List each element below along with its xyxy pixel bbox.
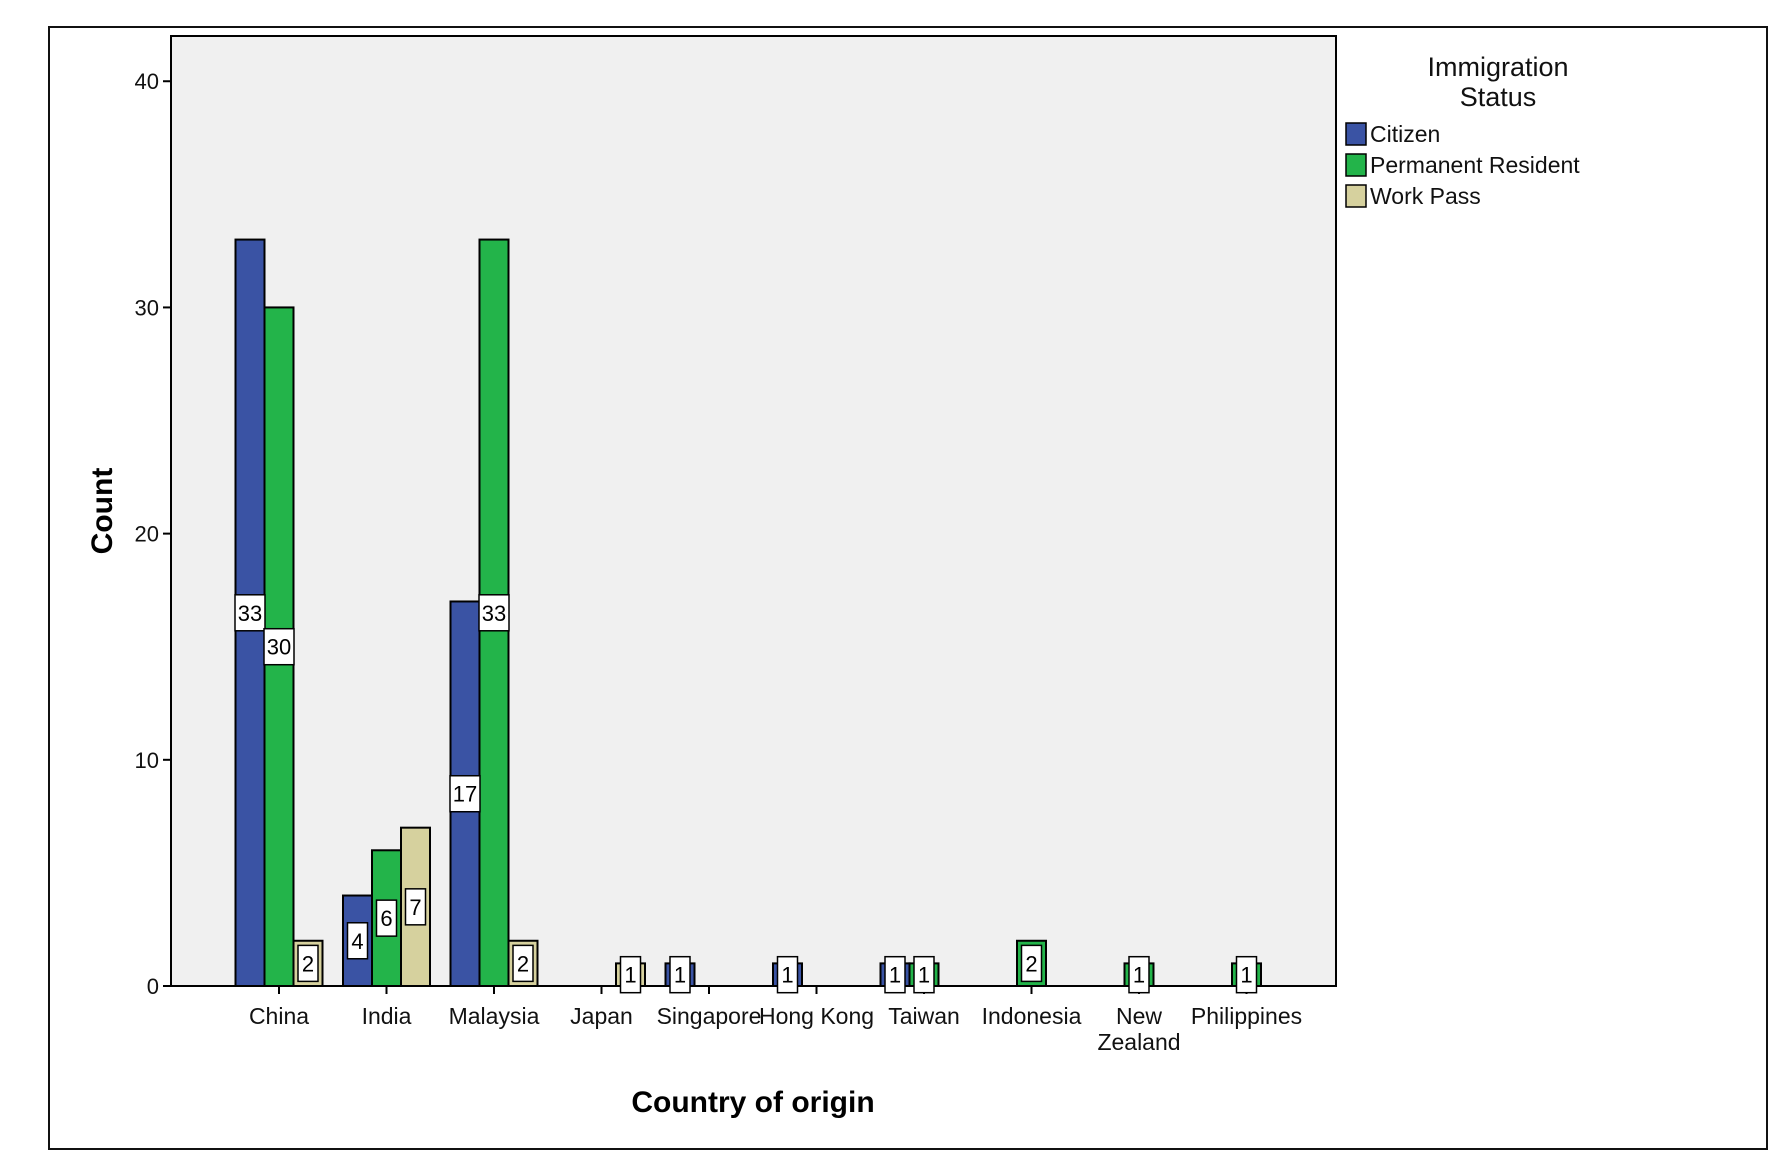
bar-label: 1 bbox=[781, 963, 793, 988]
x-tick-label: Indonesia bbox=[982, 1003, 1082, 1029]
bar-label-box bbox=[1020, 944, 1043, 983]
bar-label: 2 bbox=[1025, 951, 1037, 976]
bar-label-box bbox=[619, 955, 642, 994]
bar-label: 1 bbox=[1240, 963, 1252, 988]
plot-area bbox=[170, 35, 1337, 987]
chart-svg: 0 10 20 30 40 China India Malaysia Japan Singapo… bbox=[86, 35, 1580, 1119]
y-tick-label-0: 0 bbox=[147, 974, 159, 999]
chart-frame: 0 10 20 30 40 China India Malaysia Japan Singapo… bbox=[48, 26, 1768, 1150]
bar-label-box bbox=[234, 594, 266, 632]
bar-label-box bbox=[884, 955, 906, 994]
x-axis-title: Country of origin bbox=[631, 1086, 874, 1119]
x-tick-label: Malaysia bbox=[449, 1003, 540, 1029]
bar-label: 1 bbox=[624, 963, 636, 988]
legend-entry: Work Pass bbox=[1370, 183, 1481, 209]
bar-label-box bbox=[478, 594, 510, 632]
bar-label-box bbox=[375, 899, 398, 937]
bar-label: 1 bbox=[674, 963, 686, 988]
bar-label-box bbox=[449, 774, 481, 813]
bar-label: 33 bbox=[482, 601, 506, 626]
bar-label-box bbox=[1235, 955, 1258, 994]
legend-swatch bbox=[1345, 184, 1367, 208]
x-tick-label: Hong Kong bbox=[759, 1003, 874, 1029]
legend: Immigration Status Citizen Permanent Reside… bbox=[1345, 52, 1580, 209]
x-tick-label: Singapore bbox=[657, 1003, 762, 1029]
y-axis: 0 10 20 30 40 bbox=[135, 69, 171, 999]
bar-label-box bbox=[1128, 955, 1150, 994]
y-tick-label-30: 30 bbox=[135, 295, 159, 320]
bar-label: 6 bbox=[380, 906, 392, 931]
legend-entry: Citizen bbox=[1370, 121, 1440, 147]
bar-label-box bbox=[776, 955, 799, 994]
bar-label: 1 bbox=[1133, 963, 1145, 988]
bar-label: 2 bbox=[517, 951, 529, 976]
legend-swatch bbox=[1345, 122, 1367, 146]
y-tick-label-20: 20 bbox=[135, 522, 159, 547]
bar-label: 33 bbox=[238, 601, 262, 626]
legend-title: Immigration Status bbox=[1427, 52, 1568, 112]
y-axis-title: Count bbox=[86, 468, 119, 555]
bar-label: 2 bbox=[302, 951, 314, 976]
x-tick-label: India bbox=[362, 1003, 412, 1029]
y-tick-label-10: 10 bbox=[135, 748, 159, 773]
bar-label-box bbox=[297, 944, 319, 983]
bar-label-box bbox=[669, 955, 691, 994]
y-tick-label-40: 40 bbox=[135, 69, 159, 94]
x-tick-label: Philippines bbox=[1191, 1003, 1302, 1029]
x-tick-label: China bbox=[249, 1003, 309, 1029]
bar-label-box bbox=[346, 922, 369, 960]
bar-label: 1 bbox=[889, 963, 901, 988]
bar-label: 4 bbox=[351, 929, 363, 954]
legend-entry: Permanent Resident bbox=[1370, 152, 1580, 178]
x-tick-label: Japan bbox=[570, 1003, 633, 1029]
bar-label-box bbox=[404, 888, 427, 926]
bar-label-box bbox=[263, 627, 295, 666]
x-tick-label: New Zealand bbox=[1097, 1003, 1180, 1055]
bar-label-box bbox=[512, 944, 534, 983]
x-tick-label: Taiwan bbox=[888, 1003, 960, 1029]
bar-label: 7 bbox=[409, 895, 421, 920]
legend-swatch bbox=[1345, 153, 1367, 177]
bar-label: 17 bbox=[453, 782, 477, 807]
bar-label: 1 bbox=[918, 963, 930, 988]
bar-label-box bbox=[913, 955, 935, 994]
bar-label: 30 bbox=[267, 635, 291, 660]
